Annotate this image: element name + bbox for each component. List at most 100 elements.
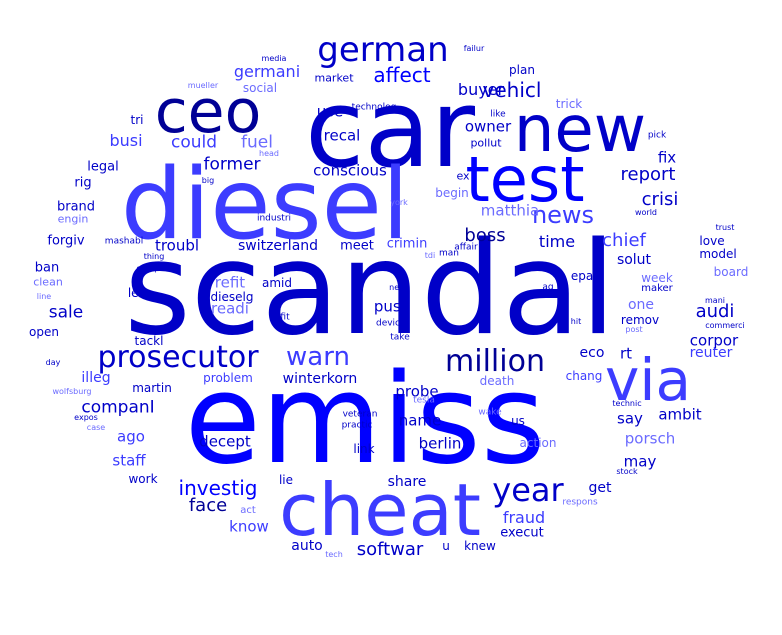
word-could: could — [170, 132, 218, 153]
word-chang: chang — [565, 369, 603, 383]
word-investig: investig — [178, 476, 258, 500]
word-use: use — [316, 102, 344, 121]
word-industri: industri — [256, 213, 292, 224]
word-led: led — [127, 286, 147, 300]
word-softwar: softwar — [356, 539, 424, 560]
word-technic: technic — [612, 399, 642, 408]
word-like: like — [490, 109, 506, 120]
word-clean: clean — [33, 275, 63, 289]
word-week: week — [641, 271, 673, 285]
word-wolfsburg: wolfsburg — [52, 387, 92, 396]
word-engin: engin — [57, 212, 89, 226]
word-fuel: fuel — [241, 132, 273, 153]
word-berlin: berlin — [418, 434, 462, 453]
word-amid: amid — [262, 276, 292, 290]
word-germani: germani — [233, 62, 301, 81]
word-forgiv: forgiv — [47, 233, 85, 249]
word-german: german — [317, 30, 449, 70]
word-rt: rt — [619, 344, 633, 363]
word-readi: readi — [211, 299, 249, 318]
word-knew: knew — [464, 539, 496, 553]
word-ban: ban — [34, 260, 60, 276]
word-staff: staff — [112, 451, 146, 470]
word-prosecutor: prosecutor — [97, 340, 259, 375]
word-thing: thing — [143, 252, 165, 261]
word-tesla: tesla — [413, 395, 435, 406]
word-scandal: scandal — [124, 215, 616, 364]
word-meet: meet — [340, 238, 374, 254]
word-news: news — [531, 201, 595, 229]
word-begin: begin — [435, 186, 469, 200]
word-tackl: tackl — [134, 334, 164, 348]
word-solut: solut — [616, 252, 652, 268]
word-big: big — [201, 176, 215, 185]
word-switzerland: switzerland — [237, 238, 319, 254]
word-porsch: porsch — [624, 429, 676, 448]
word-problem: problem — [203, 371, 253, 385]
word-audi: audi — [695, 301, 735, 322]
word-hit: hit — [570, 317, 582, 326]
word-fix: fix — [657, 148, 677, 167]
word-dieselg: dieselg — [210, 290, 254, 304]
word-trick: trick — [555, 97, 583, 111]
word-remov: remov — [620, 313, 660, 327]
word-recal: recal — [323, 126, 361, 145]
word-share: share — [387, 474, 427, 490]
word-compani: companI — [81, 397, 155, 418]
word-legal: legal — [87, 159, 119, 175]
word-pollut: pollut — [470, 136, 502, 150]
word-open: open — [29, 325, 59, 339]
word-link: link — [353, 442, 375, 456]
word-auto: auto — [291, 538, 323, 554]
word-day: day — [45, 358, 61, 367]
word-cheat: cheat — [279, 468, 481, 552]
word-take: take — [390, 332, 410, 343]
word-former: former — [203, 154, 261, 175]
word-reuter: reuter — [689, 345, 733, 361]
word-mueller: mueller — [187, 81, 219, 90]
word-buyer: buyer — [457, 80, 505, 99]
word-post: post — [625, 325, 643, 334]
word-brand: brand — [56, 199, 96, 215]
word-know: know — [229, 517, 269, 536]
word-face: face — [188, 495, 228, 516]
word-ago: ago — [117, 427, 145, 446]
word-technolog: technolog — [351, 102, 397, 113]
word-matthia: matthia — [480, 201, 540, 220]
word-winterkorn: winterkorn — [282, 371, 358, 387]
word-maker: maker — [641, 283, 673, 294]
word-ex: ex — [456, 169, 470, 183]
word-say: say — [617, 409, 643, 428]
word-pick: pick — [647, 130, 667, 141]
word-trust: trust — [715, 223, 735, 232]
word-market: market — [314, 71, 354, 85]
word-respons: respons — [562, 497, 598, 508]
word-media: media — [261, 54, 287, 63]
word-wake: wake — [478, 407, 502, 418]
word-tri: tri — [130, 113, 144, 127]
word-troubl: troubl — [154, 236, 200, 255]
word-chief: chief — [602, 230, 646, 251]
word-head: head — [259, 149, 279, 158]
word-model: model — [699, 247, 737, 261]
word-busi: busi — [109, 131, 143, 150]
word-ceo: ceo — [154, 77, 262, 147]
word-execut: execut — [500, 525, 544, 541]
word-year: year — [492, 471, 564, 509]
word-car: car — [305, 67, 475, 192]
word-million: million — [445, 344, 545, 379]
word-affair: affair — [454, 242, 478, 253]
word-board: board — [713, 265, 749, 279]
word-illeg: illeg — [81, 370, 111, 386]
word-line: line — [36, 292, 52, 301]
word-expos: expos — [74, 413, 98, 422]
word-martin: martin — [132, 381, 172, 395]
word-work: work — [128, 472, 158, 486]
word-tech: tech — [325, 550, 343, 559]
word-action: action — [519, 436, 557, 450]
word-tdi: tdi — [424, 251, 436, 260]
word-next: next — [389, 283, 407, 292]
word-group: group — [136, 264, 160, 273]
word-fit: fit — [280, 312, 290, 323]
